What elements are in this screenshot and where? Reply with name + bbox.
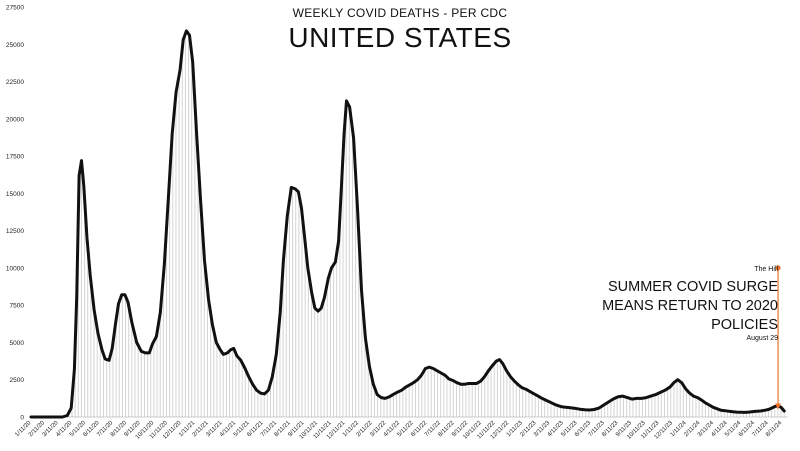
- y-tick-label: 25000: [6, 42, 24, 49]
- arrow-head: [775, 403, 782, 410]
- series-line-weekly-deaths: [29, 29, 786, 419]
- y-tick-label: 17500: [6, 154, 24, 161]
- x-axis: 1/11/202/11/203/11/204/11/205/11/206/11/…: [14, 420, 783, 441]
- y-tick-label: 5000: [10, 340, 25, 347]
- y-tick-label: 15000: [6, 191, 24, 198]
- y-tick-label: 7500: [10, 303, 25, 310]
- annotation-source: The Hill: [754, 266, 778, 273]
- y-tick-label: 2500: [10, 377, 25, 384]
- y-tick-label: 20000: [6, 116, 24, 123]
- y-tick-label: 10000: [6, 265, 24, 272]
- annotation-headline-line: SUMMER COVID SURGE: [608, 279, 778, 295]
- annotation-date: August 29: [746, 335, 778, 342]
- y-tick-label: 12500: [6, 228, 24, 235]
- y-axis: 0 2500 5000 7500 10000 12500 15000 17500 20000 22…: [6, 5, 24, 422]
- chart-subtitle: WEEKLY COVID DEATHS - PER CDC: [292, 6, 508, 20]
- annotation-headline-line: POLICIES: [711, 317, 778, 333]
- annotation-headline-line: MEANS RETURN TO 2020: [602, 298, 778, 314]
- weekly-bars: [65, 33, 785, 417]
- x-tick-label: 8/11/24: [765, 420, 784, 439]
- y-tick-label: 27500: [6, 5, 24, 12]
- y-tick-label: 0: [20, 415, 24, 422]
- chart-title: UNITED STATES: [288, 22, 512, 53]
- annotation-headline: SUMMER COVID SURGE MEANS RETURN TO 2020 …: [518, 278, 778, 335]
- y-tick-label: 22500: [6, 79, 24, 86]
- annotation-arrow: [775, 265, 782, 410]
